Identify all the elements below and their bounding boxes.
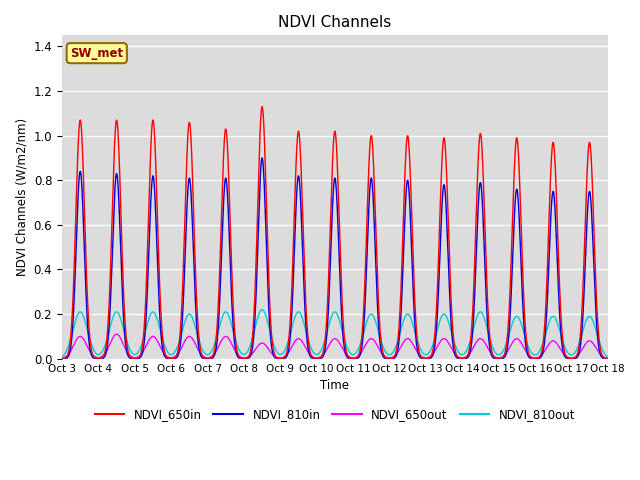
NDVI_810out (169, 351, 177, 357)
NDVI_810in (175, 350, 182, 356)
NDVI_650in (58, 356, 66, 361)
NDVI_650out (410, 344, 418, 349)
NDVI_650out (602, 355, 610, 361)
NDVI_650in (488, 348, 495, 353)
NDVI_810out (602, 352, 610, 358)
NDVI_650out (604, 356, 612, 361)
NDVI_810out (259, 307, 266, 312)
NDVI_810in (259, 155, 266, 161)
NDVI_650in (169, 356, 177, 361)
NDVI_810out (604, 354, 612, 360)
NDVI_810out (262, 314, 270, 320)
Line: NDVI_650out: NDVI_650out (62, 334, 608, 359)
Text: SW_met: SW_met (70, 47, 124, 60)
NDVI_650out (175, 350, 182, 356)
NDVI_810in (604, 356, 612, 361)
NDVI_650in (604, 356, 612, 361)
Title: NDVI Channels: NDVI Channels (278, 15, 392, 30)
Line: NDVI_810in: NDVI_810in (62, 158, 608, 359)
NDVI_810out (175, 340, 182, 346)
NDVI_650out (58, 355, 66, 361)
NDVI_650in (175, 344, 182, 349)
NDVI_810out (58, 354, 66, 360)
Line: NDVI_810out: NDVI_810out (62, 310, 608, 357)
NDVI_810in (410, 309, 418, 314)
Line: NDVI_650in: NDVI_650in (62, 107, 608, 359)
X-axis label: Time: Time (321, 379, 349, 392)
NDVI_810out (410, 326, 418, 332)
NDVI_650out (169, 355, 177, 360)
NDVI_650in (259, 104, 266, 109)
NDVI_650out (488, 351, 495, 357)
NDVI_650out (262, 343, 270, 349)
NDVI_650in (602, 356, 610, 361)
NDVI_650in (262, 199, 270, 204)
NDVI_810in (58, 356, 66, 361)
NDVI_650in (410, 283, 418, 288)
NDVI_650out (113, 331, 120, 337)
Y-axis label: NDVI Channels (W/m2/nm): NDVI Channels (W/m2/nm) (15, 118, 28, 276)
NDVI_810in (602, 356, 610, 361)
NDVI_810in (488, 352, 495, 358)
NDVI_810in (262, 241, 270, 247)
Legend: NDVI_650in, NDVI_810in, NDVI_650out, NDVI_810out: NDVI_650in, NDVI_810in, NDVI_650out, NDV… (90, 403, 580, 426)
NDVI_810out (488, 342, 495, 348)
NDVI_810in (169, 356, 177, 361)
